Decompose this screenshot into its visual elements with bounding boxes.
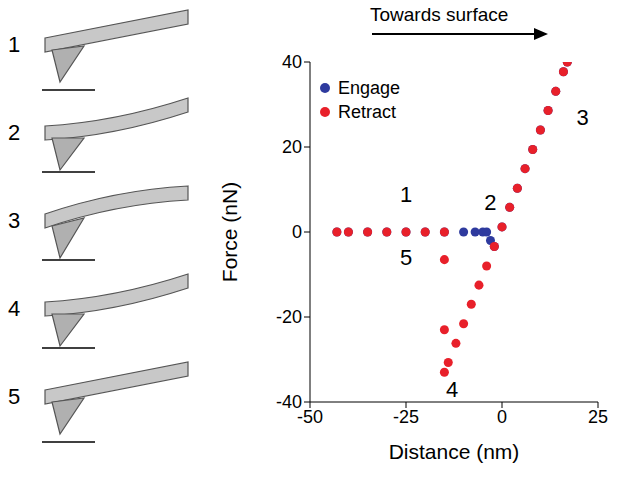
- svg-text:2: 2: [8, 120, 20, 145]
- svg-text:3: 3: [577, 105, 589, 130]
- html-text:Engage: Engage: [338, 77, 401, 98]
- svg-text:1: 1: [8, 32, 20, 57]
- svg-text:1: 1: [400, 182, 412, 207]
- svg-text:3: 3: [8, 208, 20, 233]
- svg-text:0: 0: [292, 222, 302, 242]
- svg-text:5: 5: [400, 245, 412, 270]
- svg-text:-20: -20: [276, 307, 302, 327]
- svg-text:40: 40: [282, 52, 302, 72]
- svg-text:-50: -50: [297, 406, 323, 427]
- svg-text:4: 4: [8, 296, 20, 321]
- html-text:Retract: Retract: [338, 101, 396, 122]
- svg-text:25: 25: [588, 407, 608, 427]
- svg-text:-40: -40: [276, 392, 302, 412]
- svg-text:2: 2: [484, 190, 496, 215]
- svg-text:0: 0: [497, 407, 507, 427]
- svg-text:Force (nN): Force (nN): [218, 182, 241, 282]
- svg-text:-25: -25: [393, 407, 419, 427]
- html-text:Towards surface: Towards surface: [370, 4, 509, 25]
- svg-text:20: 20: [282, 137, 302, 157]
- svg-text:Distance (nm): Distance (nm): [389, 440, 520, 463]
- svg-text:5: 5: [8, 384, 20, 409]
- svg-text:4: 4: [446, 377, 458, 402]
